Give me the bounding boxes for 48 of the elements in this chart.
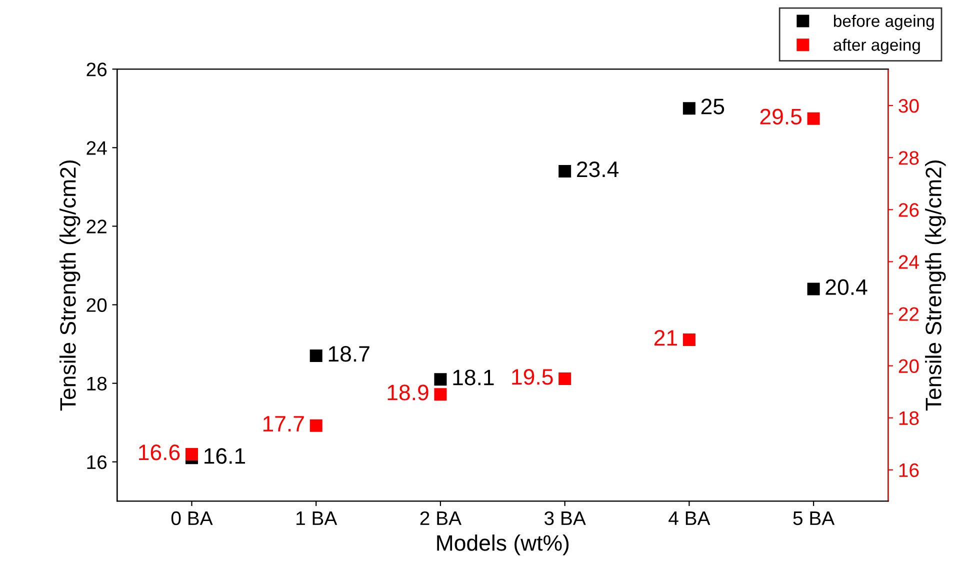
point: [434, 388, 447, 401]
y-tick-label: 20: [86, 298, 107, 312]
point: [682, 102, 696, 115]
point: [310, 350, 322, 362]
x-tick-label: 4 BA: [668, 512, 710, 525]
data-label: 21: [654, 330, 677, 346]
point: [434, 373, 447, 386]
point: [807, 112, 820, 125]
y-tick-label: 22: [86, 220, 106, 234]
data-label: 25: [701, 98, 724, 114]
y2-tick-label: 18: [899, 411, 919, 426]
data-label: 23.4: [577, 161, 619, 178]
y-tick-label: 24: [86, 141, 107, 155]
x-tick-label: 2 BA: [420, 511, 462, 525]
data-label: 18.7: [328, 346, 370, 362]
data-label: 16.6: [139, 444, 180, 460]
data-label: 16.1: [204, 448, 246, 464]
legend-label: after ageing: [834, 38, 920, 54]
y-tick-label: 18: [87, 376, 107, 391]
data-label: 18.9: [388, 384, 428, 400]
point: [807, 282, 820, 296]
y2-tick-label: 24: [898, 255, 919, 269]
x-tick-label: 1 BA: [296, 512, 338, 525]
point: [185, 448, 198, 461]
y2-tick-label: 16: [899, 463, 919, 478]
legend-label: before ageing: [834, 14, 934, 30]
x-tick-label: 3 BA: [544, 511, 586, 526]
y2-tick-label: 22: [898, 307, 919, 321]
point: [558, 372, 572, 386]
y2-tick-label: 28: [898, 151, 919, 165]
x-tick-label: 0 BA: [171, 511, 213, 526]
y2-tick-label: 26: [898, 203, 919, 217]
y2-tick-label: 30: [898, 99, 919, 113]
data-label: 17.7: [263, 416, 304, 432]
x-tick-label: 5 BA: [793, 512, 835, 526]
y2-tick-label: 20: [898, 359, 919, 374]
y-tick-label: 16: [87, 455, 107, 470]
point: [310, 419, 322, 432]
data-label: 19.5: [512, 369, 553, 385]
y-tick-label: 26: [86, 62, 107, 76]
y-axis-title: Tensile Strength (kg/cm2): [60, 160, 80, 411]
y2-axis-title: Tensile Strength (kg/cm2): [925, 160, 946, 411]
point: [558, 164, 572, 178]
data-label: 18.1: [453, 370, 494, 386]
x-axis-title: Models (wt%): [437, 534, 569, 556]
point: [682, 334, 696, 346]
data-label: 20.4: [826, 279, 868, 296]
data-label: 29.5: [760, 108, 802, 125]
